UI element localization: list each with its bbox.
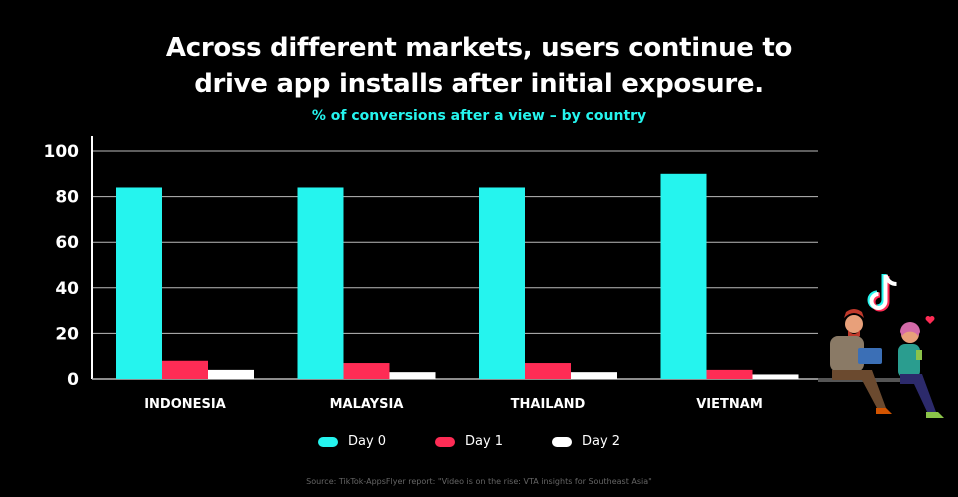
x-tick-label: MALAYSIA (330, 397, 404, 412)
legend-item-day0: Day 0 (318, 434, 435, 449)
y-tick-label: 80 (55, 188, 79, 208)
legend-label-day2: Day 2 (582, 434, 621, 449)
legend-swatch-day1 (435, 436, 455, 447)
title-line-1: Across different markets, users continue… (165, 33, 793, 63)
source-note: Source: TikTok-AppsFlyer report: "Video … (306, 477, 652, 486)
people-illustration (818, 274, 944, 418)
chart-title: Across different markets, users continue… (0, 30, 958, 102)
x-tick-label: INDONESIA (144, 397, 226, 412)
y-tick-label: 20 (55, 324, 79, 344)
bar-indonesia-day1 (162, 360, 208, 379)
y-tick-label: 60 (55, 233, 79, 253)
bar-malaysia-day2 (389, 372, 436, 379)
legend-label-day0: Day 0 (348, 434, 387, 449)
title-line-2: drive app installs after initial exposur… (194, 69, 764, 99)
y-tick-label: 100 (44, 142, 80, 162)
bar-vietnam-day0 (660, 173, 707, 379)
y-tick-label: 0 (67, 370, 79, 390)
bar-thailand-day1 (525, 363, 571, 379)
heart-icon (925, 316, 935, 324)
bar-vietnam-day1 (706, 369, 753, 379)
chart-subtitle: % of conversions after a view – by count… (311, 108, 647, 124)
bar-malaysia-day1 (343, 363, 390, 379)
bar-malaysia-day0 (297, 187, 344, 379)
man-figure (830, 309, 892, 414)
x-tick-label: THAILAND (511, 397, 586, 412)
bar-indonesia-day2 (208, 369, 254, 379)
woman-figure (898, 322, 944, 418)
bar-thailand-day2 (571, 372, 617, 379)
legend-swatch-day0 (318, 436, 338, 447)
bar-vietnam-day2 (752, 374, 799, 379)
legend: Day 0 Day 1 Day 2 (318, 434, 669, 449)
legend-label-day1: Day 1 (465, 434, 504, 449)
bar-indonesia-day0 (116, 187, 162, 379)
x-tick-label: VIETNAM (696, 397, 763, 412)
bar-thailand-day0 (479, 187, 525, 379)
tiktok-logo-icon (867, 274, 897, 312)
y-tick-label: 40 (55, 279, 79, 299)
legend-item-day2: Day 2 (552, 434, 669, 449)
legend-swatch-day2 (552, 436, 572, 447)
legend-item-day1: Day 1 (435, 434, 552, 449)
